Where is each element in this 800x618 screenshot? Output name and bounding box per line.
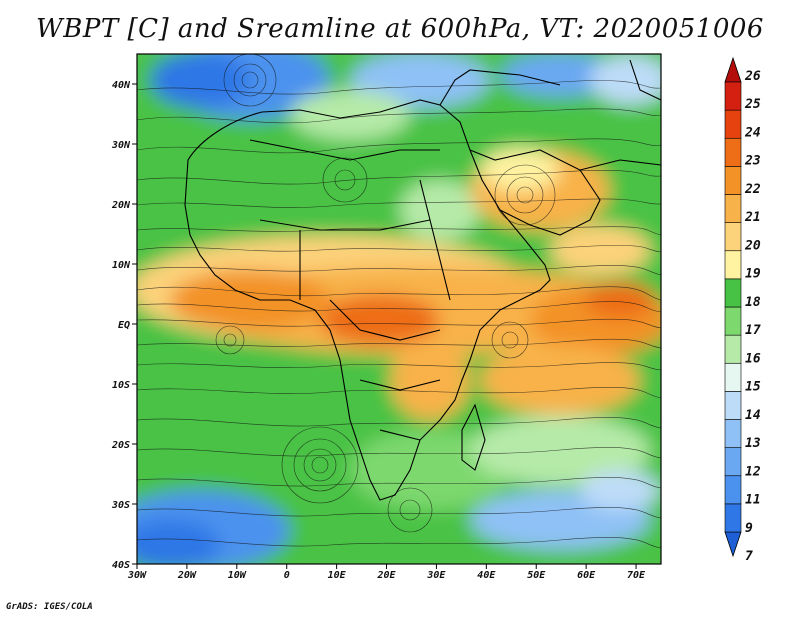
lon-tick-label: 20W [177,570,197,581]
colorbar-segment [724,81,742,111]
lon-tick-label: 10W [228,570,247,581]
colorbar-label: 14 [745,408,761,423]
longitude-axis: 30W 20W 10W 0 10E 20E 30E 40E 50E 60E 70E [127,564,646,581]
colorbar-label: 20 [744,238,761,253]
colorbar-label: 17 [745,323,761,338]
colorbar-segment [724,109,742,139]
lat-tick-label: 10S [112,380,130,391]
colorbar-segment [724,137,742,167]
credit-label: GrADS: IGES/COLA [6,602,93,612]
lat-tick-label: 20S [111,440,130,451]
colorbar-label: 11 [745,493,761,508]
colorbar-label: 24 [744,125,761,140]
colorbar-label: 22 [744,182,761,197]
colorbar-segment [724,334,742,364]
colorbar-segment [724,419,742,448]
lon-tick-label: 50E [527,570,546,581]
colorbar-segment [724,194,742,223]
colorbar-segment [724,250,742,280]
colorbar-segment [724,362,742,392]
colorbar-segment [724,222,742,252]
lon-tick-label: 70E [627,570,646,581]
colorbar-label: 16 [745,351,761,366]
colorbar-segment [724,475,742,505]
wbpt-streamline-map: 30W 20W 10W 0 10E 20E 30E 40E 50E 60E 70E 40N 30N 20… [111,53,761,581]
lon-tick-label: 10E [328,570,347,581]
colorbar-label: 12 [745,464,761,479]
coastlines [184,59,661,501]
colorbar-segment [724,391,742,420]
colorbar-segment [724,166,742,195]
latitude-axis: 40N 30N 20N 10N EQ 10S 20S 30S 40S [111,80,137,571]
colorbar-label: 23 [744,154,761,169]
map-frame [136,53,662,565]
colorbar-label: 7 [745,549,753,564]
lat-tick-label: 20N [111,200,131,211]
colorbar-label: 18 [745,295,761,310]
colorbar-segment [724,306,742,336]
colorbar-segment [724,278,742,308]
lon-tick-label: 20E [376,570,396,581]
lat-tick-label: 40S [112,560,130,571]
colorbar-label: 13 [745,436,761,451]
map-plot-area [137,54,661,564]
lon-tick-label: 30W [127,570,147,581]
streamlines [137,54,661,549]
colorbar-segment [724,503,742,533]
colorbar-label: 19 [745,267,761,282]
lon-tick-label: 60E [577,570,596,581]
lon-tick-label: 30E [426,570,446,581]
colorbar-arrow-top [724,56,742,83]
colorbar: 7 9 11 12 13 14 15 16 17 18 19 20 21 22 23 24 25 26 [724,56,761,564]
lat-tick-label: 10N [112,260,131,271]
lat-tick-label: EQ [118,320,130,331]
colorbar-label: 25 [744,97,761,112]
lat-tick-label: 30N [111,140,131,151]
lat-tick-label: 30S [111,500,130,511]
wbpt-shading [137,54,661,564]
lon-tick-label: 0 [284,570,290,581]
colorbar-segment [724,447,742,477]
chart-title: WBPT [C] and Sreamline at 600hPa, VT: 20… [36,14,764,44]
colorbar-label: 15 [745,380,761,395]
colorbar-label: 9 [745,521,753,536]
colorbar-label: 21 [744,210,761,225]
lat-tick-label: 40N [112,80,131,91]
colorbar-arrow-bottom [724,531,742,558]
lon-tick-label: 40E [477,570,496,581]
colorbar-label: 26 [744,69,761,84]
